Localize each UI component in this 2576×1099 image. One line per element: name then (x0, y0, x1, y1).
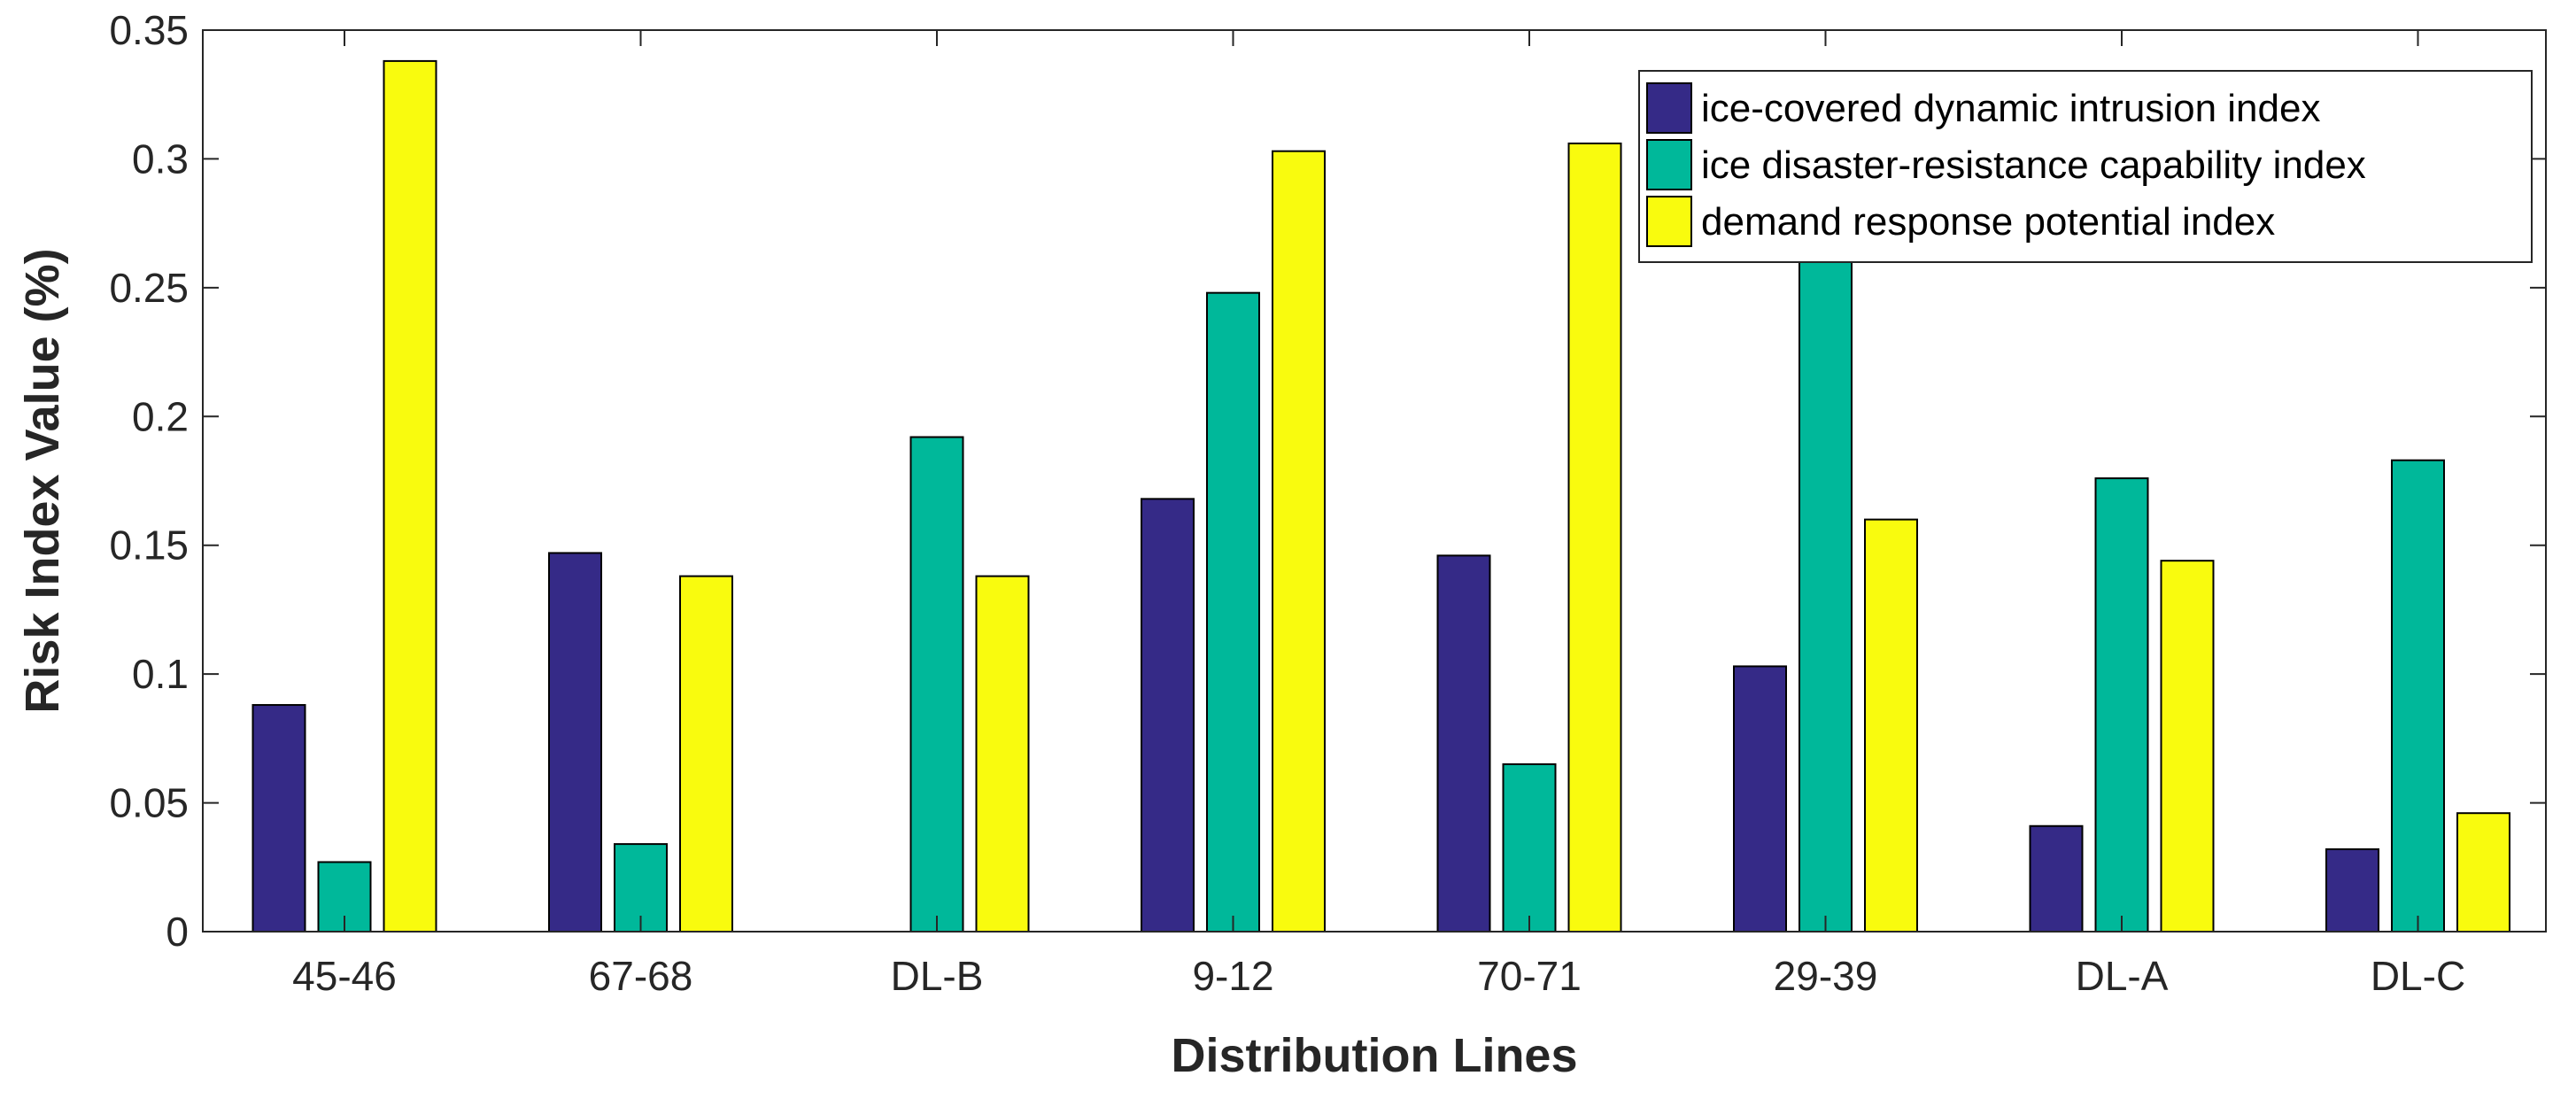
legend-label: ice disaster-resistance capability index (1701, 143, 2366, 187)
x-axis-title: Distribution Lines (1172, 1029, 1578, 1082)
bar-series-3-9-12 (1272, 150, 1326, 933)
bar-series-2-9-12 (1206, 291, 1260, 933)
y-tick-label: 0.25 (109, 265, 189, 311)
x-tick-label: 67-68 (589, 953, 693, 999)
bar-series-1-29-39 (1733, 665, 1787, 933)
bar-series-1-67-68 (548, 552, 602, 933)
y-tick-label: 0.2 (132, 393, 189, 439)
x-axis: 45-46 67-68 DL-B 9-12 70-71 29-39 DL-A DL-C (292, 30, 2465, 999)
y-tick-label: 0.35 (109, 7, 189, 53)
bar-series-1-9-12 (1141, 498, 1195, 933)
y-axis-title: Risk Index Value (%) (16, 248, 69, 713)
y-tick-label: 0 (166, 909, 189, 955)
plot-area-frame (202, 29, 2547, 933)
bar-series-1-45-46 (251, 704, 306, 933)
bar-series-2-70-71 (1502, 762, 1557, 933)
x-tick-label: 9-12 (1192, 953, 1273, 999)
bar-series-2-DL-A (2094, 477, 2149, 933)
x-tick-label: DL-A (2076, 953, 2169, 999)
legend-label: ice-covered dynamic intrusion index (1701, 87, 2320, 130)
y-tick-label: 0.1 (132, 651, 189, 697)
bar-series-3-DL-A (2160, 560, 2215, 933)
bar-series-3-70-71 (1567, 142, 1622, 933)
bar-series-3-29-39 (1864, 518, 1918, 933)
x-tick-label: DL-B (891, 953, 984, 999)
legend-swatch (1646, 82, 1692, 134)
bar-series-1-DL-C (2325, 847, 2379, 933)
y-tick-label: 0.3 (132, 135, 189, 182)
x-tick-label: DL-C (2371, 953, 2465, 999)
y-tick-label: 0.15 (109, 522, 189, 569)
bar-series-3-DL-C (2456, 812, 2510, 933)
y-tick-label: 0.05 (109, 780, 189, 826)
x-tick-label: 29-39 (1774, 953, 1878, 999)
bar-series-3-45-46 (383, 59, 437, 933)
legend-label: demand response potential index (1701, 200, 2275, 244)
bar-series-2-29-39 (1799, 260, 1853, 933)
legend-swatch (1646, 196, 1692, 247)
x-tick-label: 45-46 (292, 953, 397, 999)
legend: ice-covered dynamic intrusion index ice d… (1638, 70, 2533, 263)
bar-series-3-DL-B (975, 575, 1030, 933)
x-tick-label: 70-71 (1477, 953, 1582, 999)
bar-series-2-DL-B (909, 436, 964, 933)
bar-series-1-DL-A (2029, 824, 2084, 933)
y-axis: 0 0.05 0.1 0.15 0.2 0.25 0.3 0.35 (109, 7, 2546, 955)
bar-series-1-70-71 (1436, 554, 1491, 933)
bars-group (251, 59, 2510, 933)
legend-box (1638, 70, 2533, 263)
legend-swatch (1646, 139, 1692, 190)
bar-series-3-67-68 (679, 575, 733, 933)
bar-series-2-DL-C (2391, 459, 2445, 933)
